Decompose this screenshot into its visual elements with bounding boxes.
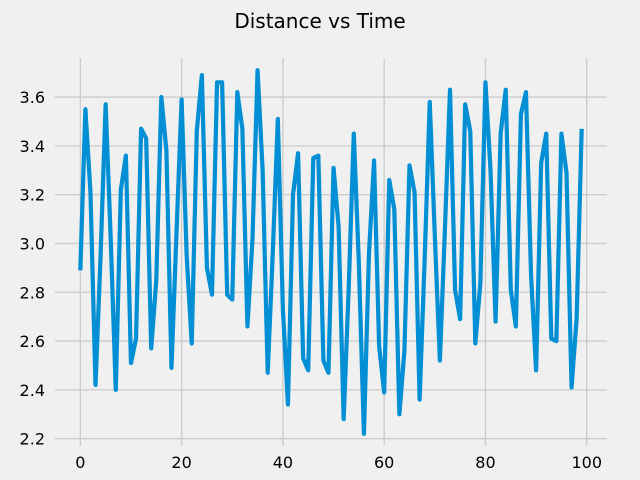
y-tick-label: 2.6: [20, 332, 45, 351]
series-layer: [78, 68, 584, 436]
x-tick-label: 40: [273, 453, 293, 472]
x-tick-label: 80: [475, 453, 495, 472]
y-tick-label: 2.4: [20, 381, 45, 400]
x-tick-label: 60: [374, 453, 394, 472]
y-tick-label: 3.4: [20, 137, 45, 156]
x-tick-label: 100: [571, 453, 602, 472]
y-tick-label: 3.0: [20, 234, 45, 253]
tick-labels: 0 20 40 60 80 100 2.2 2.4 2.6 2.8 3.0 3.2 3.4 3.6: [20, 88, 602, 472]
x-tick-label: 20: [171, 453, 191, 472]
y-tick-label: 3.2: [20, 186, 45, 205]
x-tick-label: 0: [75, 453, 85, 472]
chart-title: Distance vs Time: [234, 9, 405, 33]
y-tick-label: 2.2: [20, 430, 45, 449]
y-tick-label: 2.8: [20, 283, 45, 302]
y-tick-label: 3.6: [20, 88, 45, 107]
series-line: [78, 68, 584, 436]
